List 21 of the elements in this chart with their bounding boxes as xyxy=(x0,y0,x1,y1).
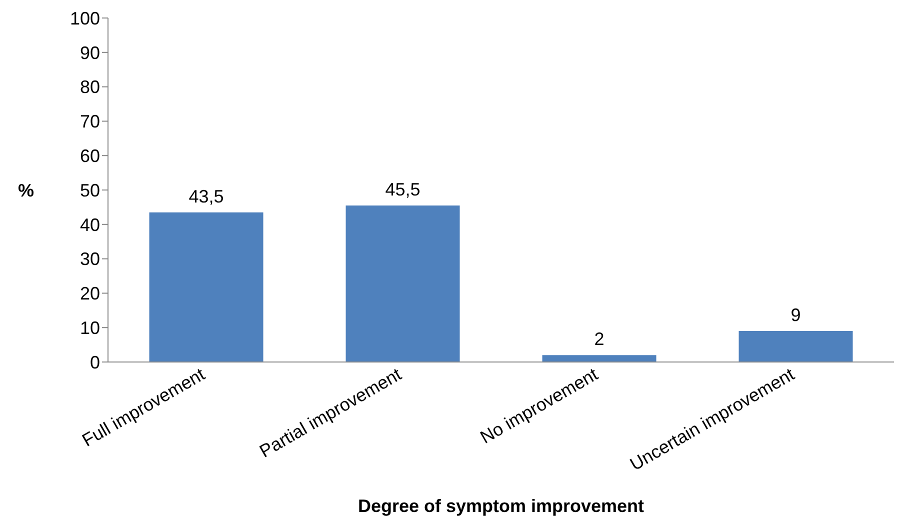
y-tick-label: 100 xyxy=(70,8,100,28)
data-label: 43,5 xyxy=(188,186,224,206)
data-label: 2 xyxy=(594,329,604,350)
bar xyxy=(542,355,656,362)
data-label: 9 xyxy=(790,305,801,326)
y-tick-label: 80 xyxy=(80,77,100,98)
y-tick-label: 0 xyxy=(90,352,100,372)
bar xyxy=(738,331,853,362)
x-axis-title: Degree of symptom improvement xyxy=(358,496,644,516)
y-tick-label: 50 xyxy=(80,180,100,200)
y-tick-label: 10 xyxy=(80,318,100,338)
y-tick-label: 90 xyxy=(80,42,100,63)
bar xyxy=(149,212,264,362)
y-tick-label: 20 xyxy=(80,284,100,304)
bar xyxy=(346,205,460,362)
data-label: 45,5 xyxy=(385,179,420,200)
y-tick-label: 30 xyxy=(80,249,100,270)
y-axis-title: % xyxy=(18,180,34,200)
y-tick-label: 60 xyxy=(80,146,100,166)
y-tick-label: 40 xyxy=(80,214,100,235)
y-tick-label: 70 xyxy=(80,112,100,132)
